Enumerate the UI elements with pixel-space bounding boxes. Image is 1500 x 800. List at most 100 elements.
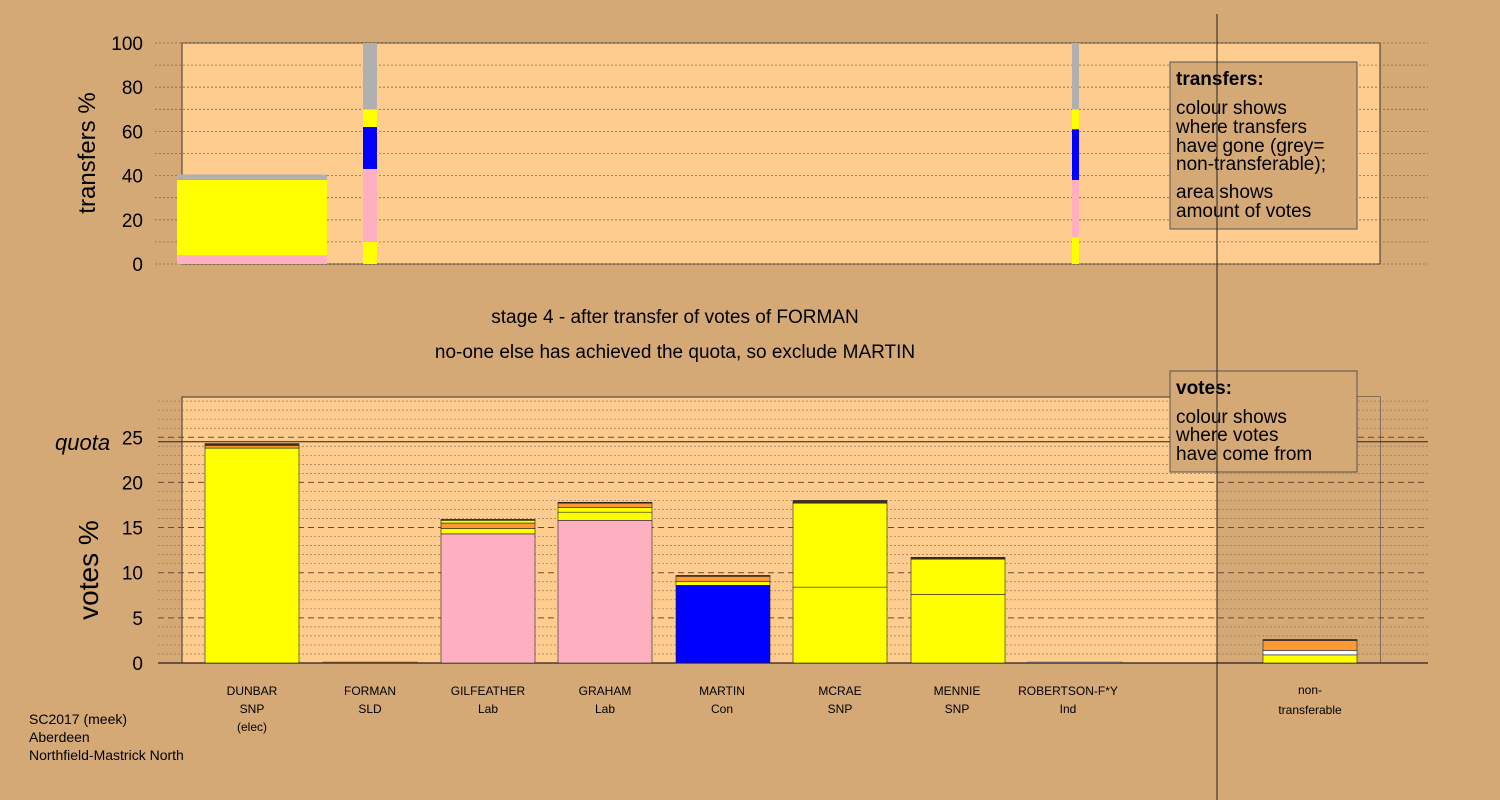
vote-segment bbox=[910, 594, 1006, 664]
candidate-name: GRAHAM bbox=[579, 684, 632, 698]
stage-subtitle: no-one else has achieved the quota, so e… bbox=[435, 342, 915, 363]
y-tick-label: 25 bbox=[122, 428, 143, 449]
transfers-legend-box bbox=[1169, 61, 1358, 230]
vote-bar bbox=[440, 519, 536, 664]
vote-bar bbox=[910, 557, 1006, 664]
vote-segment bbox=[440, 528, 536, 535]
vote-segment bbox=[792, 502, 888, 588]
candidate-name: MARTIN bbox=[699, 684, 745, 698]
vote-segment bbox=[557, 507, 653, 513]
votes-y-axis-label: votes % bbox=[73, 520, 104, 620]
y-tick-label: 0 bbox=[132, 654, 143, 675]
vote-segment bbox=[675, 575, 771, 577]
transfer-segment bbox=[363, 168, 377, 242]
candidate-labels: DUNBAR SNP (elec) FORMAN SLD GILFEATHER Lab GRA… bbox=[227, 684, 1118, 734]
y-tick-label: 5 bbox=[132, 609, 143, 630]
y-tick-label: 15 bbox=[122, 519, 143, 540]
vote-segment bbox=[557, 502, 653, 508]
transfers-legend-line: area shows bbox=[1176, 182, 1273, 203]
transfer-segment bbox=[1072, 109, 1079, 130]
votes-y-ticks: 0 5 10 15 20 25 bbox=[122, 428, 143, 675]
vote-segment bbox=[675, 576, 771, 583]
vote-segment bbox=[1262, 640, 1358, 651]
quota-label: quota bbox=[55, 430, 110, 455]
transfer-segment bbox=[363, 43, 377, 110]
vote-bar bbox=[1027, 661, 1123, 664]
stage-title: stage 4 - after transfer of votes of FOR… bbox=[491, 307, 858, 328]
candidate-party: Lab bbox=[478, 702, 498, 716]
votes-legend: votes: colour shows where votes have com… bbox=[1169, 370, 1358, 473]
y-tick-label: 20 bbox=[122, 473, 143, 494]
vote-segment bbox=[792, 500, 888, 504]
y-tick-label: 20 bbox=[122, 211, 143, 232]
vote-segment bbox=[557, 501, 653, 504]
vote-segment bbox=[204, 447, 300, 664]
transfers-y-ticks: 0 20 40 60 80 100 bbox=[111, 34, 143, 276]
vote-segment bbox=[675, 581, 771, 586]
vote-segment bbox=[1262, 639, 1358, 641]
y-tick-label: 10 bbox=[122, 564, 143, 585]
transfer-blocks bbox=[177, 43, 1079, 264]
vote-segment bbox=[204, 443, 300, 446]
transfers-legend-line: where transfers bbox=[1175, 117, 1307, 138]
transfer-segment bbox=[363, 126, 377, 169]
transfer-segment bbox=[1072, 129, 1079, 181]
transfers-legend: transfers: colour shows where transfers … bbox=[1169, 61, 1358, 230]
y-tick-label: 100 bbox=[111, 34, 143, 55]
nontransferable-label: non- bbox=[1298, 683, 1322, 697]
candidate-party: SNP bbox=[945, 702, 970, 716]
candidate-party: Lab bbox=[595, 702, 615, 716]
candidate-party: SNP bbox=[240, 702, 265, 716]
candidate-name: GILFEATHER bbox=[451, 684, 526, 698]
candidate-party: SNP bbox=[828, 702, 853, 716]
votes-legend-box bbox=[1169, 370, 1358, 473]
footer-council: Aberdeen bbox=[29, 729, 90, 745]
votes-legend-line: colour shows bbox=[1176, 407, 1287, 428]
transfer-segment bbox=[177, 178, 327, 181]
transfers-y-axis-label: transfers % bbox=[74, 92, 101, 213]
candidate-name: FORMAN bbox=[344, 684, 396, 698]
candidate-name: ROBERTSON-F*Y bbox=[1018, 684, 1118, 698]
y-tick-label: 40 bbox=[122, 167, 143, 188]
transfer-segment bbox=[177, 174, 327, 179]
vote-bar bbox=[792, 500, 888, 664]
transfer-segment bbox=[363, 241, 377, 264]
y-tick-label: 0 bbox=[132, 255, 143, 276]
vote-segment bbox=[1027, 661, 1123, 664]
transfers-legend-line: colour shows bbox=[1176, 98, 1287, 119]
vote-segment bbox=[675, 585, 771, 664]
y-tick-label: 60 bbox=[122, 122, 143, 143]
votes-legend-title: votes: bbox=[1176, 378, 1232, 399]
transfers-legend-line: non-transferable); bbox=[1176, 154, 1326, 175]
vote-segment bbox=[557, 511, 653, 521]
nontransferable-label: transferable bbox=[1278, 703, 1342, 717]
transfers-legend-title: transfers: bbox=[1176, 69, 1264, 90]
candidate-name: DUNBAR bbox=[227, 684, 278, 698]
vote-segment bbox=[440, 522, 536, 529]
y-tick-label: 80 bbox=[122, 78, 143, 99]
vote-segment bbox=[792, 586, 888, 664]
vote-segment bbox=[440, 533, 536, 664]
vote-segment bbox=[910, 557, 1006, 560]
vote-segment bbox=[1262, 654, 1358, 664]
candidate-name: MCRAE bbox=[818, 684, 861, 698]
transfer-segment bbox=[1072, 180, 1079, 238]
vote-bars bbox=[204, 443, 1358, 664]
votes-legend-line: have come from bbox=[1176, 444, 1312, 465]
vote-segment bbox=[440, 519, 536, 521]
candidate-party: SLD bbox=[358, 702, 382, 716]
candidate-party: Ind bbox=[1060, 702, 1077, 716]
votes-legend-line: where votes bbox=[1175, 425, 1278, 446]
vote-segment bbox=[1262, 650, 1358, 656]
footer-election: SC2017 (meek) bbox=[29, 711, 127, 727]
vote-bar bbox=[1262, 639, 1358, 664]
candidate-name: MENNIE bbox=[934, 684, 981, 698]
vote-bar bbox=[675, 575, 771, 664]
vote-segment bbox=[322, 661, 418, 664]
vote-segment bbox=[910, 558, 1006, 595]
vote-bar bbox=[204, 443, 300, 664]
vote-bar bbox=[557, 501, 653, 664]
vote-segment bbox=[557, 520, 653, 664]
transfer-segment bbox=[177, 255, 327, 264]
